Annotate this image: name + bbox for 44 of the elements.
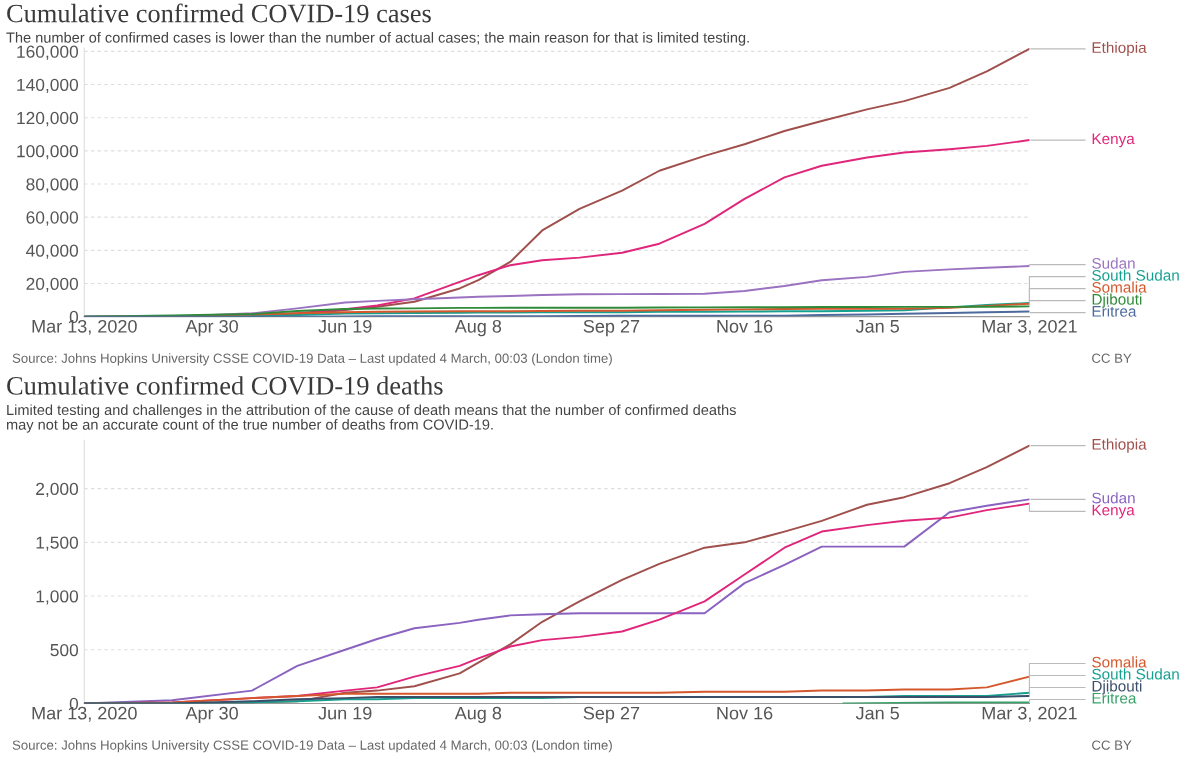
- x-tick-label: Jun 19: [318, 319, 372, 333]
- text: Sudan: [1092, 492, 1135, 504]
- x-tick-label: Jun 19: [318, 706, 372, 720]
- y-tick-label: 140,000: [17, 78, 79, 94]
- y-tick-label: 160,000: [17, 45, 79, 60]
- y-tick-label: 500: [50, 643, 79, 657]
- x-tick-label: Jan 5: [855, 320, 899, 333]
- x-tick-label: Mar 3, 2021: [982, 319, 1077, 335]
- text: South Sudan: [1092, 668, 1179, 680]
- y-tick-label: 120,000: [17, 111, 79, 127]
- source-note: Source: Johns Hopkins University CSSE COVID-19 Data – Last updated 4 March, 00:03 (London time): [12, 353, 612, 366]
- y-tick-label: 40,000: [26, 244, 79, 259]
- x-tick-label: Sep 27: [583, 319, 640, 337]
- text: Ethiopia: [1092, 438, 1147, 453]
- y-tick-label: 20,000: [26, 277, 79, 292]
- x-tick-label: Mar 3, 2021: [982, 706, 1077, 722]
- y-tick-label: 2,000: [36, 482, 79, 498]
- x-tick-label: Aug 8: [454, 319, 502, 337]
- text: Somalia: [1092, 281, 1147, 293]
- chart-subtitle: The number of confirmed cases is lower than the number of actual cases; the main reason for that is limited testing.: [6, 32, 749, 46]
- y-tick-label: 1,500: [36, 536, 79, 551]
- x-tick-label: Apr 30: [185, 319, 238, 337]
- x-tick-label: Aug 8: [454, 706, 502, 724]
- x-tick-label: Jan 5: [855, 706, 899, 720]
- x-tick-label: Nov 16: [717, 319, 773, 333]
- y-tick-label: 60,000: [26, 211, 79, 226]
- source-note: Source: Johns Hopkins University CSSE COVID-19 Data – Last updated 4 March, 00:03 (London time): [12, 740, 612, 753]
- text: South Sudan: [1092, 269, 1179, 281]
- text: Ethiopia: [1092, 41, 1147, 57]
- x-tick-label: Apr 30: [185, 706, 238, 724]
- y-tick-label: 80,000: [26, 178, 79, 193]
- text: Sudan: [1092, 257, 1135, 269]
- text: Kenya: [1092, 133, 1135, 148]
- text: Kenya: [1092, 504, 1135, 519]
- chart-subtitle: Limited testing and challenges in the attribution of the cause of death means that the number of confirmed deaths may not be an accurate count of the true number of deaths from COVID-19.: [6, 404, 736, 433]
- x-tick-label: Nov 16: [717, 706, 773, 720]
- text: CC BY: [1092, 353, 1132, 363]
- x-tick-label: Sep 27: [583, 706, 640, 724]
- y-tick-label: 100,000: [17, 145, 79, 160]
- text: CC BY: [1092, 740, 1132, 750]
- chart-title: Cumulative confirmed COVID-19 deaths: [7, 375, 443, 395]
- chart-title: Cumulative confirmed COVID-19 cases: [7, 3, 431, 23]
- y-tick-label: 1,000: [36, 590, 79, 605]
- text: Somalia: [1092, 656, 1147, 668]
